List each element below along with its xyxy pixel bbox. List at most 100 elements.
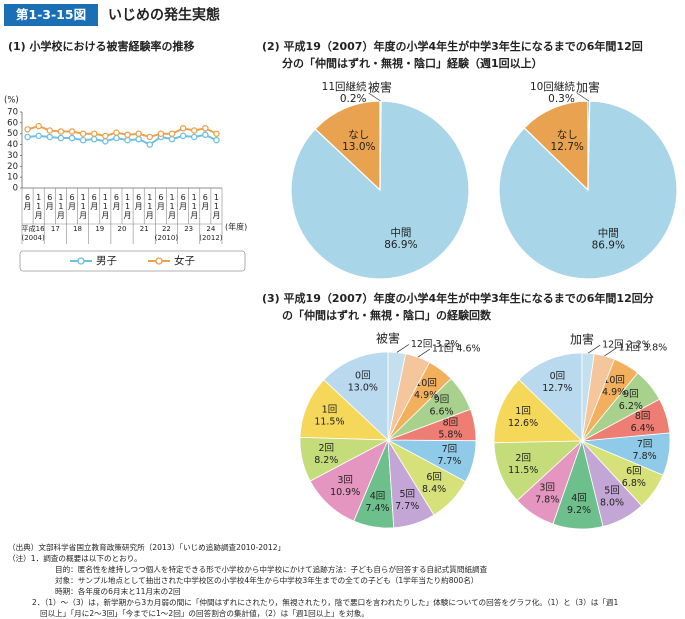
value-label: 13.0%: [342, 141, 375, 153]
group-label: 22: [162, 225, 171, 233]
legend-marker: [155, 257, 163, 265]
slice-label: 中間: [598, 226, 619, 239]
legend-label: 男子: [96, 255, 117, 267]
group-label: 20: [118, 225, 127, 233]
x-tick-label: 11月: [168, 193, 177, 220]
y-tick-label: 0: [13, 184, 18, 194]
x-tick-label: 11月: [56, 193, 65, 220]
marker: [102, 132, 109, 140]
marker: [190, 133, 198, 141]
slice-label: 11回継続: [322, 80, 367, 93]
marker: [68, 128, 76, 135]
legend-marker: [77, 257, 85, 265]
pie-slice: [523, 100, 589, 192]
y-tick-label: 70: [7, 108, 18, 118]
chart-title: (2) 平成19（2007）年度の小学4年生が中学3年生になるまでの6年間12回: [262, 39, 643, 53]
marker: [146, 133, 154, 141]
value-label: 7.8%: [535, 494, 559, 505]
value-label: 12.7%: [542, 383, 572, 394]
slice-label: 中間: [390, 226, 411, 239]
note: 2．（1）～（3）は，新学期から3カ月弱の間に「仲間はずれにされたり，無視された…: [32, 597, 618, 607]
x-tick-label: 11月: [212, 193, 221, 220]
pie-title: 被害: [376, 331, 400, 346]
note: 目的：匿名性を維持しつつ個人を特定できる形で小学校から中学校にかけて追跡方法：子…: [55, 564, 488, 574]
note: （出典）文部科学省国立教育政策研究所（2013）「いじめ追跡調査2010-201…: [8, 542, 285, 552]
leader: [576, 92, 590, 102]
leader: [368, 92, 381, 102]
value-label: 8.0%: [600, 497, 624, 508]
marker: [46, 133, 54, 141]
slice-label: 0回: [550, 371, 566, 382]
x-tick-label: 6月: [179, 193, 188, 211]
slice-label: 3回: [539, 482, 555, 493]
slice-label: 3回: [337, 475, 353, 486]
pie-slice: [323, 351, 389, 441]
value-label: 8.4%: [422, 484, 446, 495]
value-label: 11.5%: [314, 416, 344, 427]
pie-title: 被害: [368, 80, 392, 95]
x-tick-label: 6月: [68, 193, 77, 211]
group-label: 23: [184, 225, 193, 233]
marker: [79, 130, 87, 137]
slice-label: 11回: [618, 342, 640, 353]
note: 時期：各年度の6月末と11月末の2回: [55, 586, 181, 596]
note: （注）1．調査の概要は以下のとおり。: [8, 553, 142, 563]
marker: [213, 130, 220, 137]
value-label: 7.7%: [437, 456, 461, 467]
value-label: 2.2%: [627, 340, 651, 351]
leader: [396, 344, 410, 353]
marker: [202, 125, 209, 132]
value-label: 6.2%: [619, 401, 643, 412]
legend-label: 女子: [174, 254, 195, 267]
figure-title: いじめの発生実態: [108, 7, 220, 24]
marker: [102, 138, 109, 145]
slice-label: 5回: [399, 489, 415, 500]
chart-title: (3) 平成19（2007）年度の小学4年生が中学3年生になるまでの6年間12回…: [262, 291, 654, 305]
slice-label: 10回: [603, 375, 625, 386]
marker: [179, 132, 187, 140]
pie-slice: [314, 100, 381, 192]
slice-label: 12回: [602, 340, 624, 351]
value-label: 7.7%: [395, 501, 419, 512]
marker: [24, 126, 31, 133]
pie-slice: [493, 379, 583, 444]
marker: [168, 135, 176, 143]
slice-label: 0回: [355, 370, 371, 381]
value-label: 12.6%: [508, 418, 538, 429]
value-label: 7.4%: [365, 503, 389, 514]
value-label: 86.9%: [384, 239, 417, 251]
marker: [68, 134, 76, 142]
slice-label: 2回: [319, 443, 335, 454]
slice-label: 12回: [411, 339, 433, 350]
slice-label: 9回: [434, 395, 450, 406]
x-tick-label: 6月: [156, 193, 165, 211]
group-year: (2012): [199, 234, 223, 242]
slice-label: 7回: [442, 444, 458, 455]
marker: [124, 131, 131, 139]
marker: [213, 136, 220, 144]
y-tick-label: 40: [7, 140, 18, 150]
x-tick-label: 6月: [112, 193, 121, 211]
marker: [90, 135, 98, 143]
marker: [90, 130, 98, 137]
leader: [587, 344, 601, 354]
x-tick-label: 11月: [190, 193, 199, 220]
slice-label: 10回継続: [530, 80, 575, 93]
group-label: 平成16: [22, 224, 45, 233]
value-label: 0.3%: [548, 93, 575, 105]
marker: [202, 131, 209, 139]
slice-label: 10回: [415, 378, 437, 389]
chart-title: 分の「仲間はずれ・無視・陰口」経験（週1回以上）: [282, 56, 543, 70]
value-label: 5.8%: [438, 429, 462, 440]
x-tick-label: 11月: [145, 193, 154, 220]
group-year: (2004): [21, 234, 45, 242]
x-tick-label: 6月: [23, 193, 32, 211]
y-unit: (%): [4, 96, 19, 106]
marker: [157, 130, 165, 137]
marker: [35, 132, 42, 140]
group-label: 24: [206, 225, 215, 233]
x-tick-label: 11月: [34, 193, 43, 220]
value-label: 6.6%: [429, 407, 453, 418]
slice-label: 6回: [626, 466, 642, 477]
